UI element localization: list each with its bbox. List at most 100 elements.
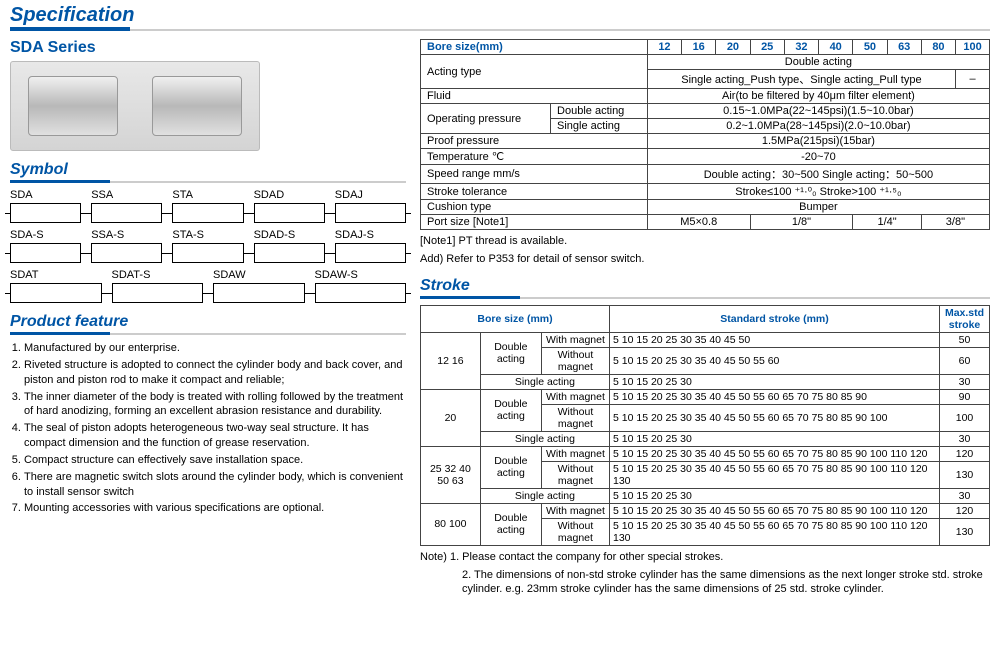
symbol-icon xyxy=(91,203,162,223)
spec-value: 0.15~1.0MPa(22~145psi)(1.5~10.0bar) xyxy=(647,104,989,119)
stroke-list: 5 10 15 20 25 30 35 40 45 50 55 60 65 70… xyxy=(610,446,940,461)
spec-value: M5×0.8 xyxy=(647,215,750,230)
spec-value: 0.2~1.0MPa(28~145psi)(2.0~10.0bar) xyxy=(647,119,989,134)
bore-cell: 32 xyxy=(784,40,818,55)
symbol-icon xyxy=(112,283,204,303)
spec-label: Cushion type xyxy=(421,200,648,215)
acting-label: Single acting xyxy=(480,431,609,446)
spec-sublabel: Single acting xyxy=(551,119,648,134)
section-title-spec: Specification xyxy=(10,4,990,31)
symbol-label: SDAT-S xyxy=(112,269,204,281)
symbol-label: SDAT xyxy=(10,269,102,281)
magnet-label: Without magnet xyxy=(541,404,609,431)
symbol-label: SDAW-S xyxy=(315,269,407,281)
stroke-list: 5 10 15 20 25 30 35 40 45 50 55 60 xyxy=(610,347,940,374)
max-stroke: 90 xyxy=(940,389,990,404)
spec-value: Double acting：30~500 Single acting：50~50… xyxy=(647,165,989,184)
acting-label: Double acting xyxy=(480,503,541,545)
spec-label: Acting type xyxy=(421,55,648,89)
acting-label: Double acting xyxy=(480,389,541,431)
stroke-list: 5 10 15 20 25 30 35 40 45 50 55 60 65 70… xyxy=(610,404,940,431)
spec-note-1: [Note1] PT thread is available. xyxy=(420,234,990,248)
spec-value: 1/8" xyxy=(750,215,853,230)
acting-label: Double acting xyxy=(480,446,541,488)
bore-cell: 63 xyxy=(887,40,921,55)
spec-value: 1/4" xyxy=(853,215,922,230)
bore-cell: 20 xyxy=(716,40,750,55)
cylinder-image xyxy=(10,61,260,151)
spec-note-2: Add) Refer to P353 for detail of sensor … xyxy=(420,252,990,266)
max-stroke: 120 xyxy=(940,446,990,461)
spec-table: Bore size(mm) 12 16 20 25 32 40 50 63 80… xyxy=(420,39,990,230)
magnet-label: Without magnet xyxy=(541,461,609,488)
stroke-list: 5 10 15 20 25 30 35 40 45 50 55 60 65 70… xyxy=(610,518,940,545)
bore-cell: 100 xyxy=(956,40,990,55)
spec-label: Fluid xyxy=(421,89,648,104)
symbol-icon xyxy=(254,243,325,263)
symbol-label: SDAW xyxy=(213,269,305,281)
symbol-icon xyxy=(10,243,81,263)
symbol-icon xyxy=(10,283,102,303)
spec-label: Speed range mm/s xyxy=(421,165,648,184)
symbol-row-1: SDA SSA STA SDAD SDAJ xyxy=(10,189,406,223)
magnet-label: Without magnet xyxy=(541,347,609,374)
feature-item: Riveted structure is adopted to connect … xyxy=(24,358,406,388)
feature-item: Manufactured by our enterprise. xyxy=(24,341,406,356)
stroke-list: 5 10 15 20 25 30 xyxy=(610,431,940,446)
max-stroke: 130 xyxy=(940,518,990,545)
symbol-label: SSA xyxy=(91,189,162,201)
max-stroke: 30 xyxy=(940,374,990,389)
feature-item: Compact structure can effectively save i… xyxy=(24,453,406,468)
magnet-label: With magnet xyxy=(541,446,609,461)
symbol-icon xyxy=(213,283,305,303)
max-stroke: 60 xyxy=(940,347,990,374)
stroke-header: Max.std stroke xyxy=(940,305,990,332)
spec-value: Double acting xyxy=(647,55,989,70)
symbol-label: SDAD-S xyxy=(254,229,325,241)
spec-value: – xyxy=(956,70,990,89)
feature-title: Product feature xyxy=(10,313,406,335)
spec-label: Temperature ℃ xyxy=(421,149,648,165)
symbol-title: Symbol xyxy=(10,161,406,183)
spec-value: 3/8" xyxy=(921,215,989,230)
max-stroke: 30 xyxy=(940,431,990,446)
stroke-list: 5 10 15 20 25 30 35 40 45 50 55 60 65 70… xyxy=(610,503,940,518)
max-stroke: 120 xyxy=(940,503,990,518)
symbol-label: SDAJ-S xyxy=(335,229,406,241)
spec-value: 1.5MPa(215psi)(15bar) xyxy=(647,134,989,149)
symbol-icon xyxy=(335,243,406,263)
series-title: SDA Series xyxy=(10,39,406,57)
symbol-icon xyxy=(315,283,407,303)
bore-cell: 16 xyxy=(682,40,716,55)
spec-value: Bumper xyxy=(647,200,989,215)
acting-label: Single acting xyxy=(480,488,609,503)
spec-header-bore: Bore size(mm) xyxy=(421,40,648,55)
symbol-row-3: SDAT SDAT-S SDAW SDAW-S xyxy=(10,269,406,303)
spec-label: Operating pressure xyxy=(421,104,551,134)
symbol-icon xyxy=(172,243,243,263)
left-column: SDA Series Symbol SDA SSA STA SDAD SDAJ … xyxy=(10,39,406,596)
bore-group: 25 32 40 50 63 xyxy=(421,446,481,503)
bore-group: 12 16 xyxy=(421,332,481,389)
stroke-list: 5 10 15 20 25 30 35 40 45 50 xyxy=(610,332,940,347)
symbol-label: STA-S xyxy=(172,229,243,241)
spec-sublabel: Double acting xyxy=(551,104,648,119)
symbol-icon xyxy=(10,203,81,223)
bore-cell: 50 xyxy=(853,40,887,55)
symbol-label: STA xyxy=(172,189,243,201)
symbol-icon xyxy=(91,243,162,263)
stroke-note-1: Note) 1. Please contact the company for … xyxy=(420,550,990,564)
feature-item: Mounting accessories with various specif… xyxy=(24,501,406,516)
symbol-row-2: SDA-S SSA-S STA-S SDAD-S SDAJ-S xyxy=(10,229,406,263)
right-column: Bore size(mm) 12 16 20 25 32 40 50 63 80… xyxy=(420,39,990,596)
symbol-label: SDAD xyxy=(254,189,325,201)
magnet-label: Without magnet xyxy=(541,518,609,545)
magnet-label: With magnet xyxy=(541,332,609,347)
bore-group: 20 xyxy=(421,389,481,446)
spec-label: Stroke tolerance xyxy=(421,184,648,200)
bore-group: 80 100 xyxy=(421,503,481,545)
stroke-title: Stroke xyxy=(420,277,990,299)
bore-cell: 80 xyxy=(921,40,955,55)
cylinder-shape-2 xyxy=(152,76,242,136)
magnet-label: With magnet xyxy=(541,389,609,404)
